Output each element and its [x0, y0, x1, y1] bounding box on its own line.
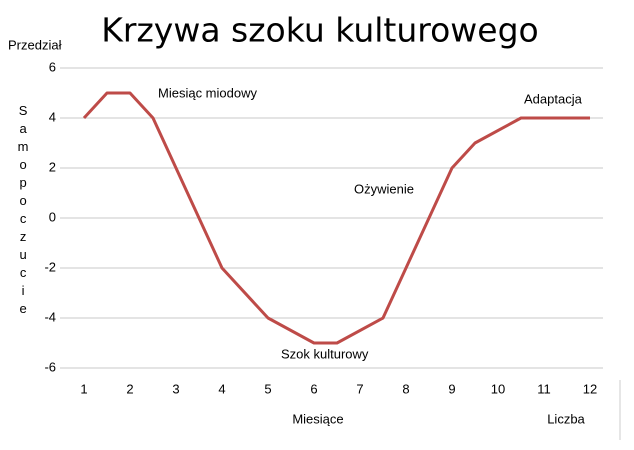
y-tick-label: -2	[44, 259, 56, 274]
x-tick-label: 5	[264, 381, 271, 396]
y-axis-title: Przedział	[8, 37, 62, 52]
annotation: Miesiąc miodowy	[158, 85, 257, 100]
chart-title: Krzywa szoku kulturowego	[101, 11, 538, 50]
y-tick-label: -4	[44, 309, 56, 324]
x-tick-label: 7	[356, 381, 363, 396]
x-tick-label: 1	[80, 381, 87, 396]
annotation: Adaptacja	[524, 91, 583, 106]
x-tick-label: 9	[448, 381, 455, 396]
x-axis-label-right: Liczba	[547, 411, 585, 426]
x-tick-label: 6	[310, 381, 317, 396]
x-axis-label: Miesiące	[292, 411, 343, 426]
x-tick-label: 10	[491, 381, 505, 396]
annotation: Ożywienie	[354, 181, 414, 196]
x-tick-label: 4	[218, 381, 225, 396]
x-tick-label: 3	[172, 381, 179, 396]
data-line	[82, 91, 590, 345]
x-tick-label: 8	[402, 381, 409, 396]
y-tick-label: 6	[49, 59, 56, 74]
y-axis-label: Samopoczucie	[16, 103, 31, 319]
x-tick-label: 12	[583, 381, 597, 396]
x-tick-label: 2	[126, 381, 133, 396]
y-tick-label: 0	[49, 209, 56, 224]
y-tick-label: 2	[49, 159, 56, 174]
y-tick-label: 4	[49, 109, 56, 124]
y-tick-label: -6	[44, 359, 56, 374]
annotation: Szok kulturowy	[281, 346, 369, 361]
x-tick-label: 11	[537, 381, 551, 396]
